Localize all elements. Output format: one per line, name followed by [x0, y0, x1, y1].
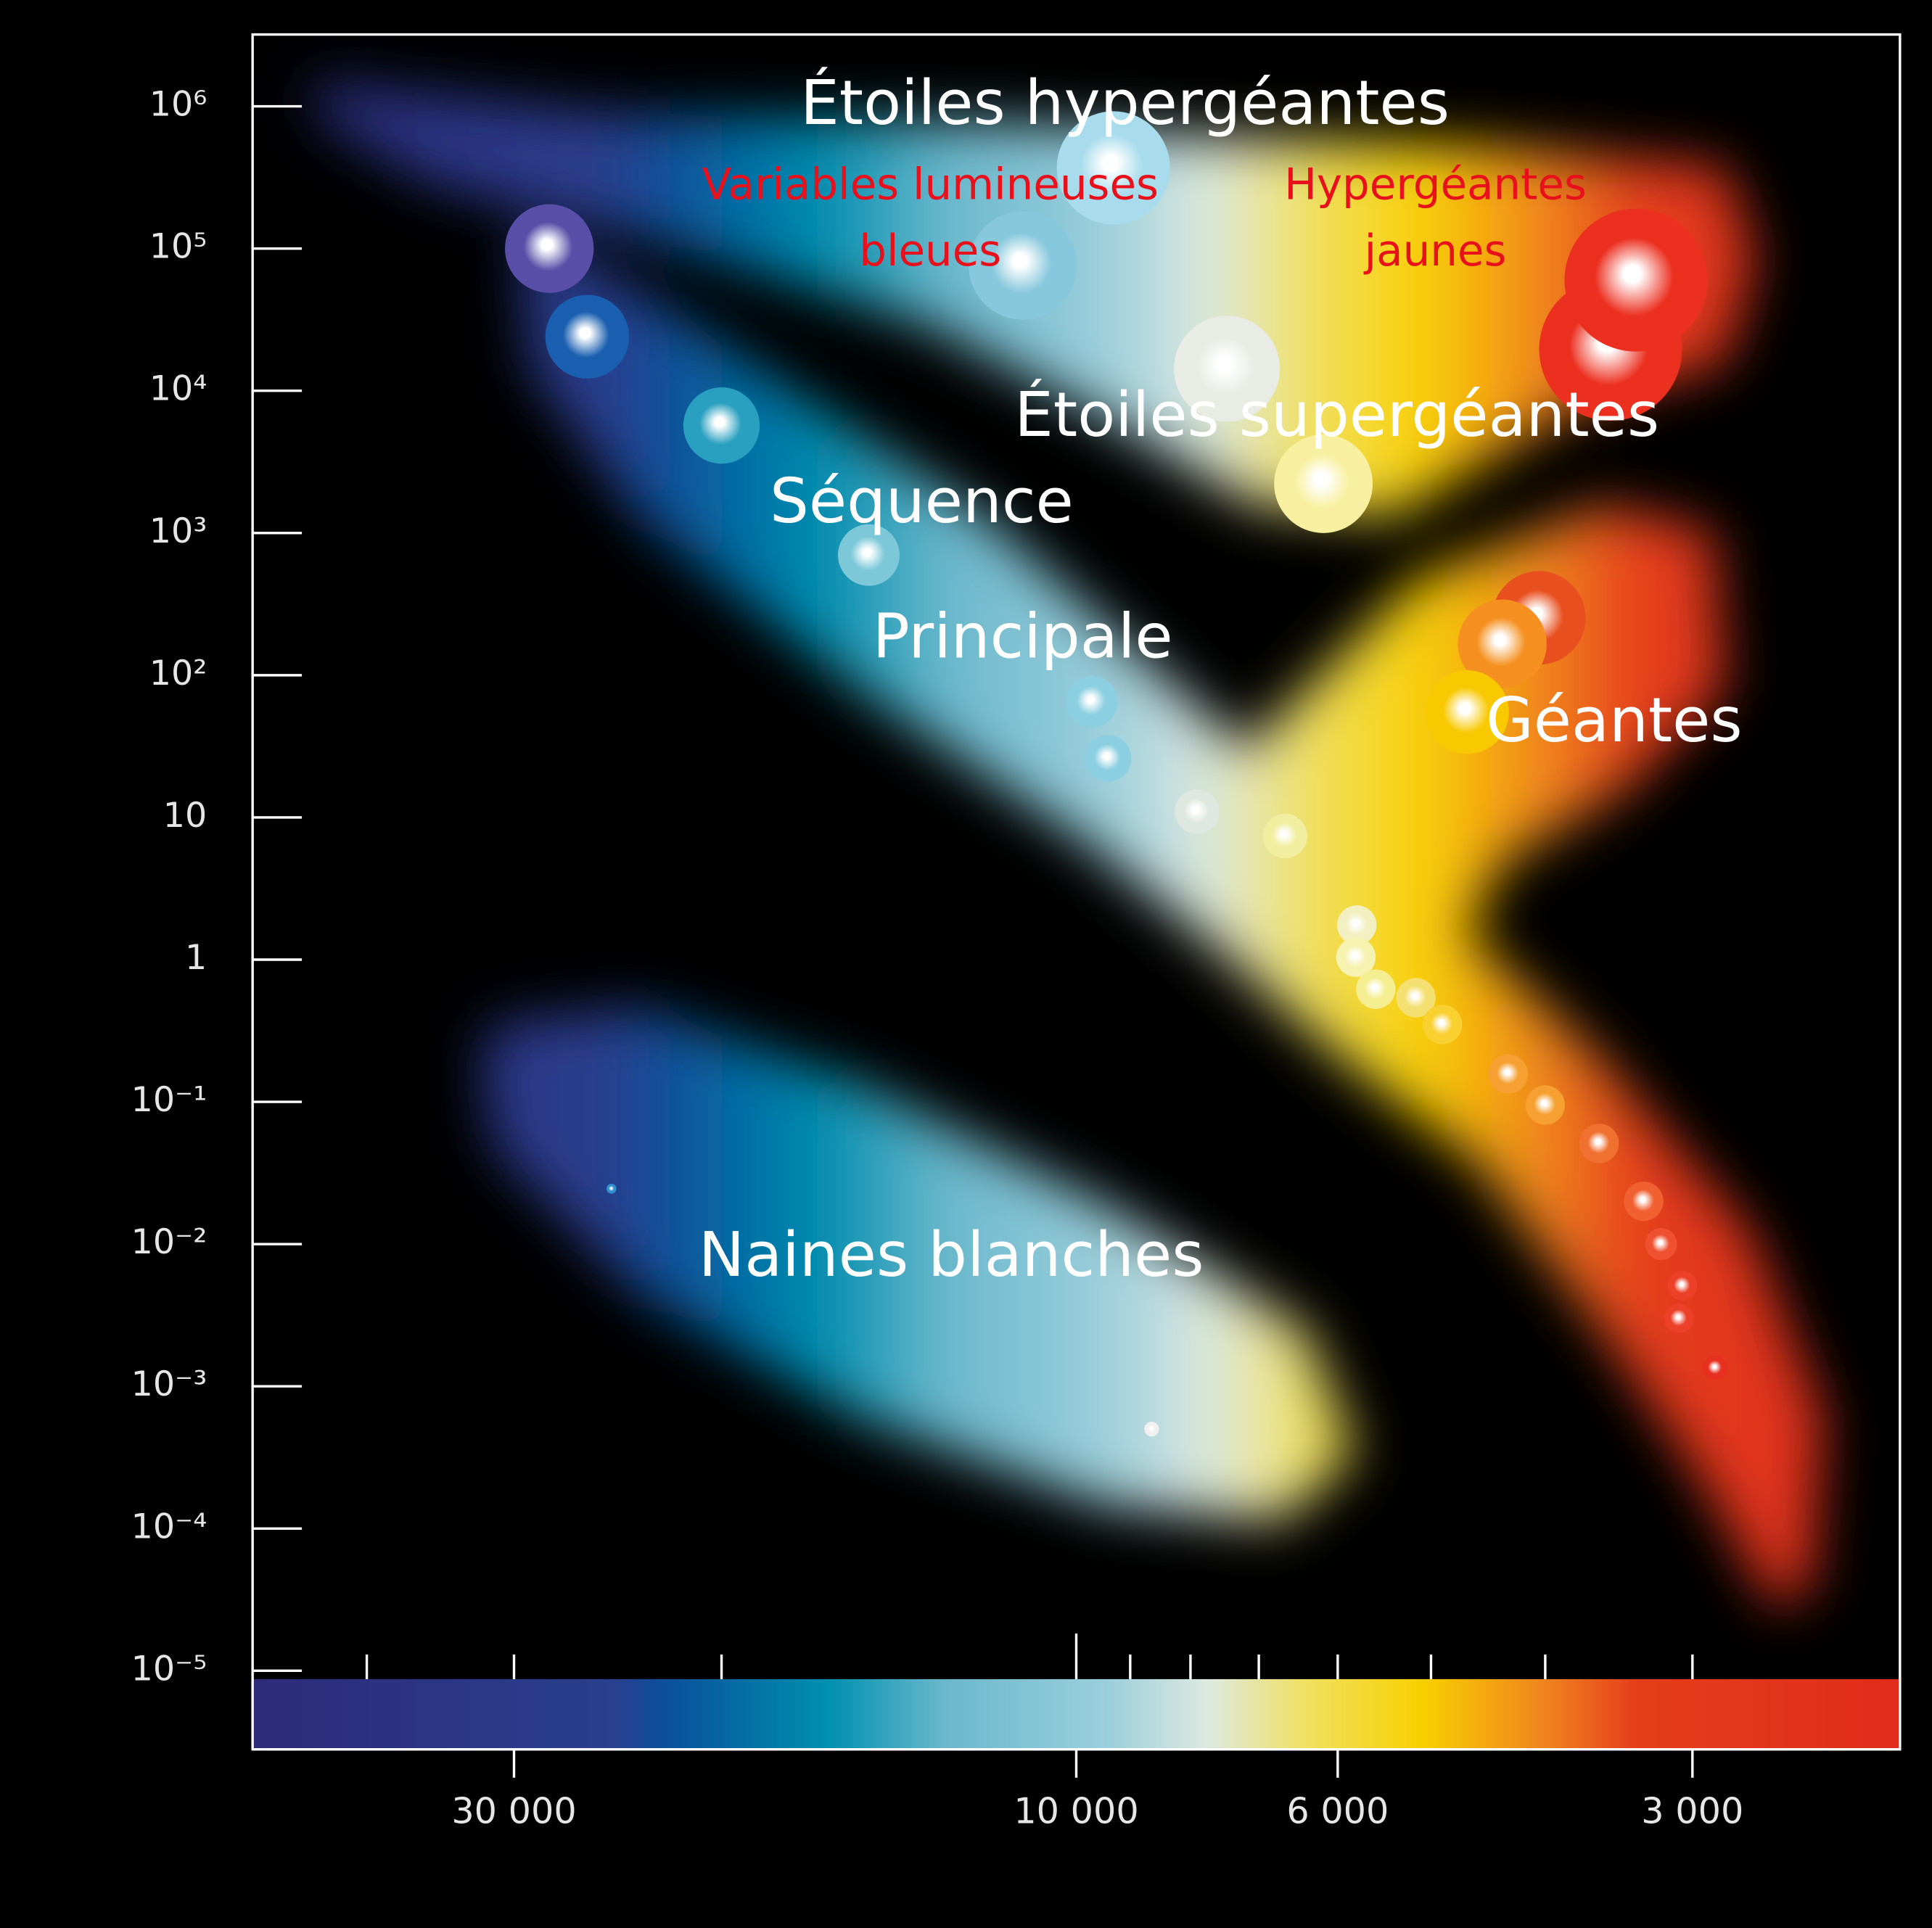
- star: [1066, 675, 1118, 728]
- star: [1703, 1355, 1728, 1380]
- star: [1084, 735, 1132, 782]
- star: [1356, 969, 1396, 1009]
- y-tick-label: 10⁻²: [131, 1222, 207, 1262]
- star: [683, 387, 760, 464]
- star: [1425, 670, 1509, 754]
- y-tick-label: 10⁻¹: [131, 1080, 207, 1120]
- region-label: Séquence: [770, 466, 1074, 537]
- star: [969, 211, 1077, 320]
- y-tick-label: 10⁻⁴: [131, 1507, 207, 1546]
- chart-layer: 10⁶ 10⁵ 10⁴ 10³ 10² 10 1 10⁻¹ 10⁻² 10⁻³ 10⁻⁴ 10⁻⁵ 30…: [131, 66, 1744, 1832]
- star: [1262, 814, 1307, 859]
- star: [838, 524, 900, 586]
- region-label: Étoiles supergéantes: [1014, 378, 1659, 451]
- star: [1274, 434, 1373, 533]
- y-tick-label: 10: [163, 796, 207, 836]
- star: [545, 294, 630, 379]
- region-label: Étoiles hypergéantes: [800, 66, 1450, 139]
- region-label: Principale: [873, 601, 1173, 673]
- star: [1174, 316, 1281, 422]
- star: [1396, 978, 1436, 1018]
- star: [1667, 1271, 1698, 1301]
- color-bar: [252, 1678, 1900, 1750]
- star: [1336, 937, 1376, 977]
- star: [606, 1184, 617, 1194]
- y-tick-label: 10⁴: [149, 369, 207, 409]
- region-label: Naines blanches: [699, 1219, 1204, 1291]
- y-tick-label: 10²: [149, 654, 207, 693]
- star: [1422, 1005, 1463, 1045]
- star: [1175, 789, 1220, 834]
- x-tick-label: 3 000: [1641, 1790, 1743, 1832]
- region-label: Hypergéantes: [1284, 160, 1587, 210]
- region-label: Variables lumineuses: [702, 160, 1159, 210]
- star: [1337, 905, 1377, 945]
- x-tick-label: 30 000: [451, 1790, 576, 1832]
- star: [1458, 599, 1547, 688]
- star: [1564, 208, 1708, 352]
- y-tick-label: 10⁶: [149, 85, 207, 125]
- star: [1525, 1085, 1566, 1125]
- region-label: Géantes: [1486, 685, 1743, 757]
- y-tick-label: 10⁵: [149, 227, 207, 267]
- region-label: jaunes: [1363, 226, 1507, 276]
- y-tick-label: 10³: [149, 511, 207, 551]
- y-tick-label: 10⁻⁵: [131, 1649, 207, 1689]
- white-dwarf-region: [480, 1008, 1356, 1522]
- star: [1579, 1124, 1619, 1163]
- region-label: bleues: [859, 226, 1001, 276]
- y-tick-label: 1: [185, 938, 207, 978]
- star: [1664, 1303, 1694, 1334]
- star: [1645, 1228, 1677, 1261]
- star: [1624, 1181, 1664, 1222]
- star: [1056, 111, 1170, 225]
- star: [1488, 1054, 1529, 1094]
- x-tick-label: 10 000: [1014, 1790, 1138, 1832]
- x-tick-label: 6 000: [1286, 1790, 1389, 1832]
- giants-region: [1232, 505, 1725, 1035]
- star: [1144, 1422, 1159, 1437]
- star: [505, 204, 594, 293]
- y-tick-label: 10⁻³: [131, 1364, 207, 1404]
